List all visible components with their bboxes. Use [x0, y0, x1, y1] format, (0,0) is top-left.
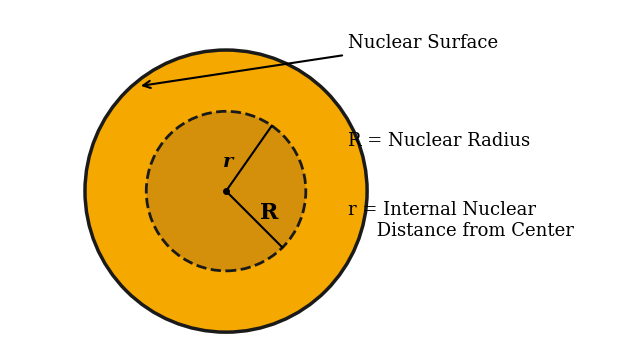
- Text: Nuclear Surface: Nuclear Surface: [143, 34, 498, 88]
- Text: r: r: [223, 153, 233, 171]
- Circle shape: [85, 50, 367, 332]
- Circle shape: [147, 111, 306, 271]
- Text: R = Nuclear Radius: R = Nuclear Radius: [348, 132, 530, 150]
- Text: R: R: [260, 202, 278, 224]
- Text: r = Internal Nuclear
     Distance from Center: r = Internal Nuclear Distance from Cente…: [348, 201, 574, 240]
